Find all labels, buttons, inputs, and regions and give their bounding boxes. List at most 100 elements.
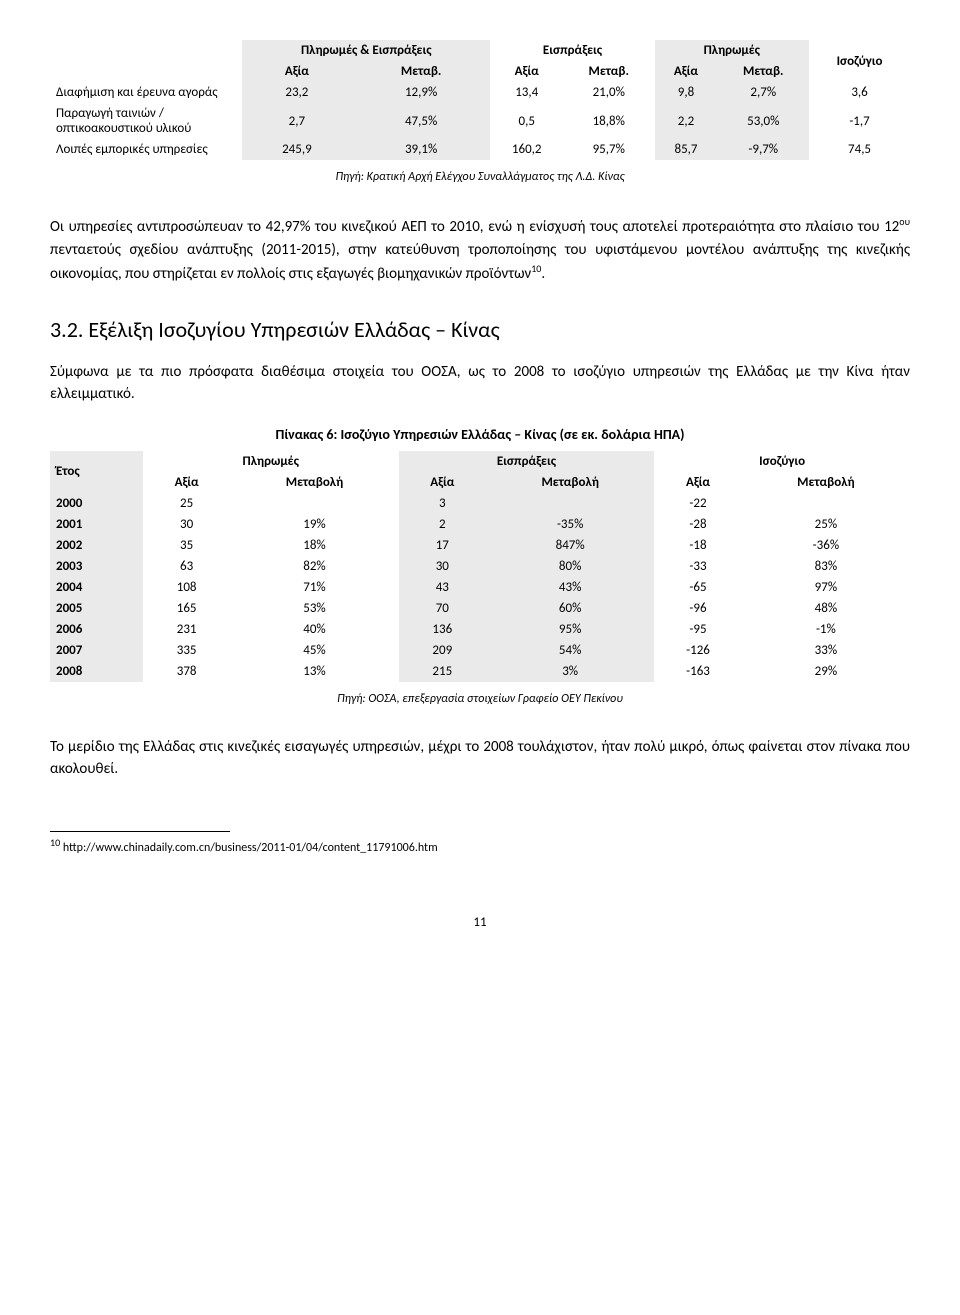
cell: 29% (742, 661, 910, 682)
cell: 60% (486, 598, 654, 619)
t1-hdr-group3: Πληρωμές (655, 40, 810, 61)
cell: -18 (654, 535, 742, 556)
cell: 3 (399, 493, 487, 514)
table2-source: Πηγή: ΟΟΣΑ, επεξεργασία στοιχείων Γραφεί… (50, 692, 910, 706)
cell: 80% (486, 556, 654, 577)
cell: -163 (654, 661, 742, 682)
cell: 13,4 (490, 82, 563, 103)
t2-sub-value: Αξία (399, 472, 487, 493)
cell: 54% (486, 640, 654, 661)
t1-sub-change: Μεταβ. (717, 61, 809, 82)
cell: 2 (399, 514, 487, 535)
table-row: 20036382%3080%-3383% (50, 556, 910, 577)
cell: 3% (486, 661, 654, 682)
cell: -9,7% (717, 139, 809, 160)
cell: 9,8 (655, 82, 718, 103)
cell: -33 (654, 556, 742, 577)
cell: 231 (143, 619, 231, 640)
footnote: 10 http://www.chinadaily.com.cn/business… (50, 836, 910, 855)
t1-sub-change: Μεταβ. (563, 61, 655, 82)
cell: 136 (399, 619, 487, 640)
table2-caption: Πίνακας 6: Ισοζύγιο Υπηρεσιών Ελλάδας – … (50, 426, 910, 443)
cell: 209 (399, 640, 487, 661)
table-services-breakdown: Πληρωμές & Εισπράξεις Εισπράξεις Πληρωμέ… (50, 40, 910, 160)
cell: 245,9 (242, 139, 352, 160)
cell: 83% (742, 556, 910, 577)
year-cell: 2002 (50, 535, 143, 556)
year-cell: 2008 (50, 661, 143, 682)
t2-sub-change: Μεταβολή (486, 472, 654, 493)
year-cell: 2001 (50, 514, 143, 535)
cell: 71% (230, 577, 398, 598)
year-cell: 2004 (50, 577, 143, 598)
t1-hdr-group1: Πληρωμές & Εισπράξεις (242, 40, 490, 61)
cell (486, 493, 654, 514)
table-row: Λοιπές εμπορικές υπηρεσίες245,939,1%160,… (50, 139, 910, 160)
cell (230, 493, 398, 514)
cell: 165 (143, 598, 231, 619)
table-row: Παραγωγή ταινιών /οπτικοακουστικού υλικο… (50, 103, 910, 139)
cell: 48% (742, 598, 910, 619)
t2-sub-change: Μεταβολή (230, 472, 398, 493)
cell: 95,7% (563, 139, 655, 160)
cell: 40% (230, 619, 398, 640)
t1-sub-value: Αξία (655, 61, 718, 82)
table-row: 200623140%13695%-95-1% (50, 619, 910, 640)
t2-hdr-receipts: Εισπράξεις (399, 451, 655, 472)
year-cell: 2003 (50, 556, 143, 577)
cell: 97% (742, 577, 910, 598)
cell: 95% (486, 619, 654, 640)
t2-sub-value: Αξία (143, 472, 231, 493)
cell: -22 (654, 493, 742, 514)
table-row: 200516553%7060%-9648% (50, 598, 910, 619)
t1-sub-change: Μεταβ. (352, 61, 491, 82)
cell: 25 (143, 493, 231, 514)
cell: 53,0% (717, 103, 809, 139)
cell: 378 (143, 661, 231, 682)
paragraph-1: Οι υπηρεσίες αντιπροσώπευαν το 42,97% το… (50, 214, 910, 286)
year-cell: 2007 (50, 640, 143, 661)
t2-sub-value: Αξία (654, 472, 742, 493)
cell: -95 (654, 619, 742, 640)
cell: -65 (654, 577, 742, 598)
cell: 12,9% (352, 82, 491, 103)
table-row: 200733545%20954%-12633% (50, 640, 910, 661)
year-cell: 2000 (50, 493, 143, 514)
cell: 33% (742, 640, 910, 661)
t1-sub-value: Αξία (242, 61, 352, 82)
cell: 39,1% (352, 139, 491, 160)
footnote-number: 10 (50, 836, 60, 849)
cell: 215 (399, 661, 487, 682)
table-row: 20023518%17847%-18-36% (50, 535, 910, 556)
t2-hdr-payments: Πληρωμές (143, 451, 399, 472)
t1-hdr-group4: Ισοζύγιο (809, 40, 910, 82)
cell: -36% (742, 535, 910, 556)
table1-source: Πηγή: Κρατική Αρχή Ελέγχου Συναλλάγματος… (50, 170, 910, 184)
table-row: 200025 3 -22 (50, 493, 910, 514)
section-title: 3.2. Εξέλιξη Ισοζυγίου Υπηρεσιών Ελλάδας… (50, 316, 910, 343)
footnote-separator (50, 831, 230, 832)
cell: -126 (654, 640, 742, 661)
cell: 0,5 (490, 103, 563, 139)
table-row: 20013019%2-35%-2825% (50, 514, 910, 535)
table-row: Διαφήμιση και έρευνα αγοράς23,212,9%13,4… (50, 82, 910, 103)
cell: 74,5 (809, 139, 910, 160)
cell: -1% (742, 619, 910, 640)
row-label: Παραγωγή ταινιών /οπτικοακουστικού υλικο… (50, 103, 242, 139)
cell: 847% (486, 535, 654, 556)
cell: 70 (399, 598, 487, 619)
cell: -35% (486, 514, 654, 535)
table-balance-services: Έτος Πληρωμές Εισπράξεις Ισοζύγιο Αξία Μ… (50, 451, 910, 682)
cell: 35 (143, 535, 231, 556)
cell: 2,7 (242, 103, 352, 139)
year-cell: 2006 (50, 619, 143, 640)
cell: 19% (230, 514, 398, 535)
t2-hdr-balance: Ισοζύγιο (654, 451, 910, 472)
cell: 18% (230, 535, 398, 556)
cell: -1,7 (809, 103, 910, 139)
cell: 82% (230, 556, 398, 577)
cell: 18,8% (563, 103, 655, 139)
cell: 63 (143, 556, 231, 577)
t1-hdr-group2: Εισπράξεις (490, 40, 654, 61)
footnote-text: http://www.chinadaily.com.cn/business/20… (60, 841, 438, 855)
